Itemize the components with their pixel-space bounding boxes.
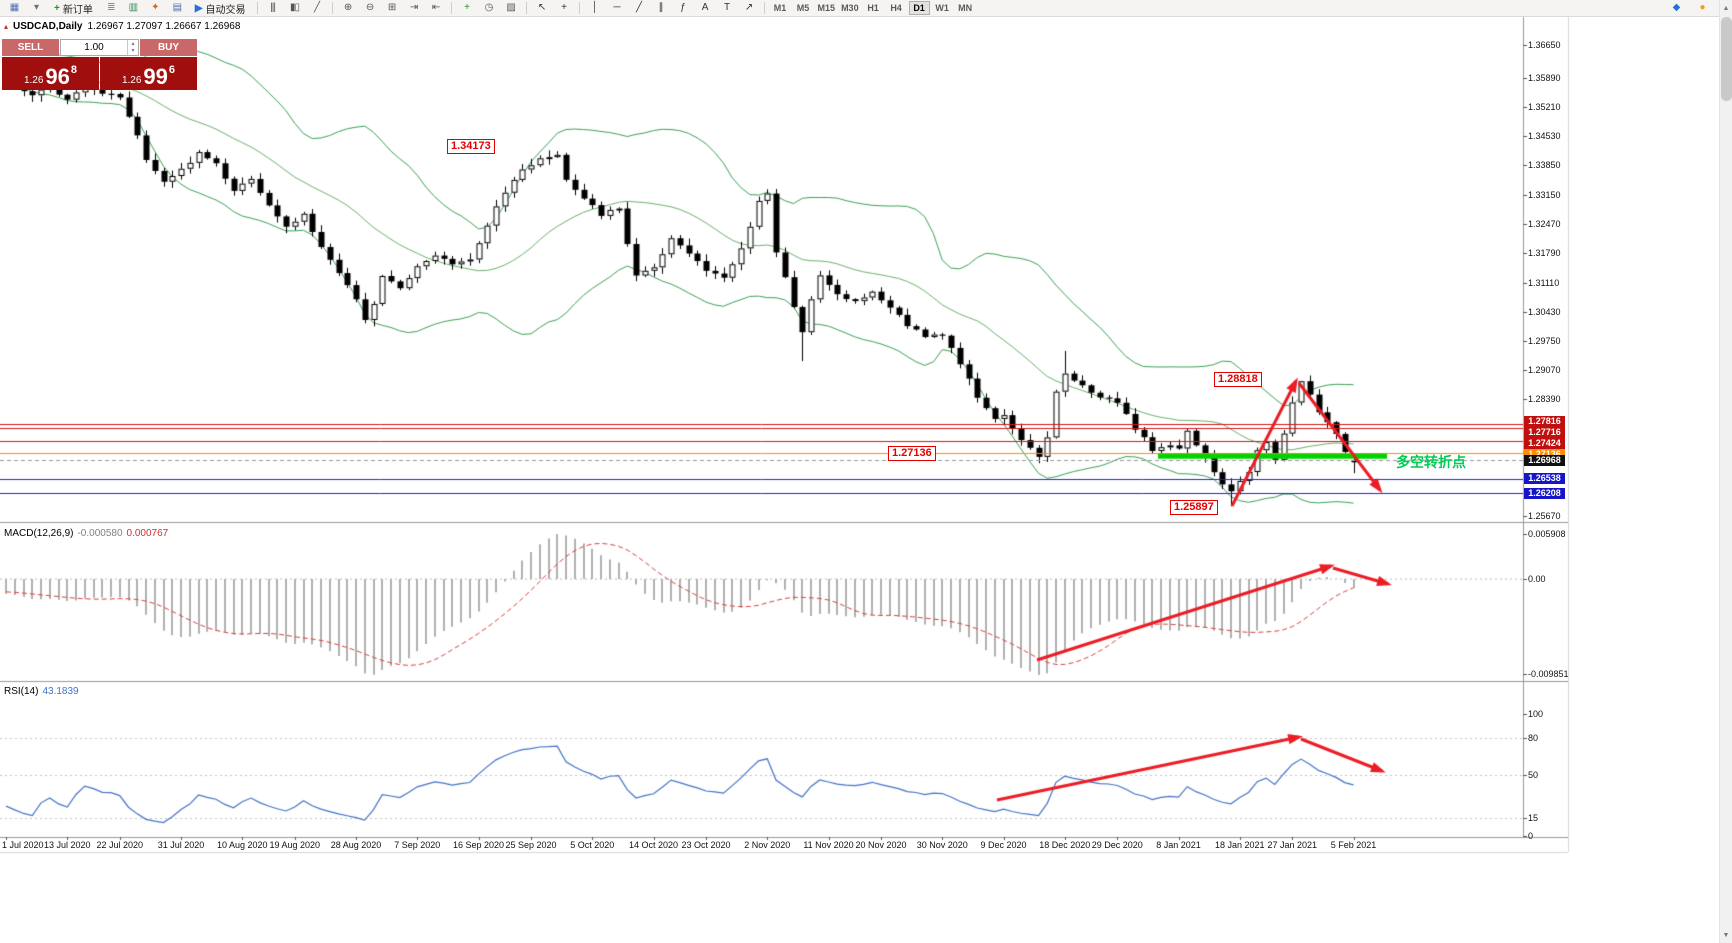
vertical-line-icon[interactable]: │	[591, 2, 598, 13]
chart-profiles-icon[interactable]: ▾	[33, 2, 39, 13]
volume-down-button[interactable]: ▾	[131, 48, 135, 55]
bar-chart-icon[interactable]: |||	[270, 2, 276, 13]
volume-field: 1.00 ▴ ▾	[60, 39, 139, 56]
sell-price-button[interactable]: 1.26 96 8	[2, 57, 99, 90]
one-click-header-row: SELL 1.00 ▴ ▾ BUY	[2, 39, 197, 56]
buy-price-big: 99	[143, 63, 168, 89]
price-annotation-tag[interactable]: 1.34173	[447, 139, 495, 154]
arrows-icon[interactable]: ↗	[744, 2, 753, 13]
toolbar-separator	[256, 2, 258, 14]
autotrading-icon: ▶	[194, 2, 203, 14]
indicators-icon[interactable]: +	[464, 2, 470, 13]
one-click-price-row: 1.26 96 8 1.26 99 6	[2, 57, 197, 90]
notifications-icon[interactable]: ●	[1699, 2, 1705, 13]
one-click-trading-panel: SELL 1.00 ▴ ▾ BUY 1.26 96 8 1.26 99 6	[2, 39, 197, 90]
periods-icon[interactable]: ◷	[484, 2, 494, 13]
autotrading-button[interactable]: ▶ 自动交易	[189, 1, 252, 16]
timeframe-m30-button[interactable]: M30	[841, 3, 859, 13]
new-order-button-label: 新订单	[62, 4, 93, 16]
timeframe-m1-button[interactable]: M1	[773, 3, 787, 13]
toolbar-separator	[525, 2, 527, 14]
rsi-value: 43.1839	[42, 686, 79, 697]
chart-shift-icon[interactable]: ⇤	[431, 2, 440, 13]
data-window-icon[interactable]: ▥	[128, 2, 138, 13]
price-annotation-tag[interactable]: 1.28818	[1214, 372, 1262, 387]
market-watch-icon[interactable]: ≣	[107, 2, 115, 13]
trendline-icon[interactable]: ╱	[636, 2, 642, 13]
templates-icon[interactable]: ▨	[506, 2, 515, 13]
new-order-icon: +	[54, 2, 60, 14]
chart-title: ▴ USDCAD,Daily 1.26967 1.27097 1.26667 1…	[4, 21, 240, 32]
turning-point-label[interactable]: 多空转折点	[1396, 454, 1466, 470]
price-annotation-tag[interactable]: 1.27136	[888, 446, 936, 461]
crosshair-icon[interactable]: +	[561, 2, 567, 13]
rsi-indicator-label: RSI(14) 43.1839	[4, 686, 79, 697]
toolbar-separator	[331, 2, 333, 14]
fibonacci-icon[interactable]: ƒ	[680, 2, 686, 13]
cursor-icon[interactable]: ↖	[537, 2, 546, 13]
timeframe-mn-button[interactable]: MN	[958, 3, 973, 13]
timeframe-h4-button[interactable]: H4	[890, 3, 902, 13]
macd-main-value: -0.000580	[77, 528, 123, 539]
macd-name: MACD(12,26,9)	[4, 528, 74, 539]
buy-price-button[interactable]: 1.26 99 6	[100, 57, 197, 90]
navigator-icon[interactable]: ✦	[151, 2, 159, 13]
chart-title-icon: ▴	[4, 22, 9, 31]
toolbar-separator	[763, 2, 765, 14]
community-icon[interactable]: ◆	[1672, 2, 1681, 13]
autotrading-button-label: 自动交易	[205, 4, 246, 16]
volume-spinner: ▴ ▾	[127, 40, 138, 55]
main-toolbar: ▦ ▾ + 新订单 ≣ ▥ ✦ ▤ ▶ 自动交易 ||| ▮▯ ╱ ⊕ ⊖ ⊞ ⇥ ⇤ + ◷ ▨ ↖ + │ ─ ╱ ∥ ƒ A T ↗ M…	[0, 0, 1732, 17]
channel-icon[interactable]: ∥	[658, 2, 664, 13]
tile-windows-icon[interactable]: ⊞	[387, 2, 396, 13]
chart-symbol-title: USDCAD,Daily	[13, 21, 83, 32]
chart-ohlc-values: 1.26967 1.27097 1.26667 1.26968	[87, 21, 241, 32]
line-chart-icon[interactable]: ╱	[314, 2, 320, 13]
sell-price-sup: 8	[70, 64, 78, 76]
scrollbar-thumb[interactable]	[1721, 17, 1732, 101]
volume-input[interactable]: 1.00	[84, 42, 104, 53]
buy-button[interactable]: BUY	[140, 39, 197, 56]
toolbar-right-group: ◆ ●	[1665, 1, 1713, 16]
price-annotation-tag[interactable]: 1.25897	[1170, 500, 1218, 515]
new-order-button[interactable]: + 新订单	[48, 1, 99, 16]
macd-signal-value: 0.000767	[126, 528, 169, 539]
zoom-in-icon[interactable]: ⊕	[343, 2, 352, 13]
new-chart-icon[interactable]: ▦	[9, 2, 19, 13]
sell-price-small: 1.26	[23, 75, 44, 86]
buy-price-sup: 6	[168, 64, 176, 76]
buy-price-small: 1.26	[121, 75, 142, 86]
macd-indicator-label: MACD(12,26,9) -0.000580 0.000767	[4, 528, 168, 539]
timeframe-m15-button[interactable]: M15	[817, 3, 836, 13]
timeframe-w1-button[interactable]: W1	[935, 3, 949, 13]
zoom-out-icon[interactable]: ⊖	[365, 2, 374, 13]
toolbar-separator	[578, 2, 580, 14]
text-icon[interactable]: A	[701, 2, 709, 13]
timeframe-m5-button[interactable]: M5	[796, 3, 810, 13]
scrollbar-up-button[interactable]: ▲	[1722, 4, 1730, 12]
candlestick-chart-icon[interactable]: ▮▯	[290, 2, 300, 13]
timeframe-h1-button[interactable]: H1	[867, 3, 879, 13]
page-scrollbar[interactable]: ▲ ▼	[1719, 0, 1732, 943]
timeframe-d1-button[interactable]: D1	[908, 1, 930, 15]
terminal-icon[interactable]: ▤	[172, 2, 182, 13]
auto-scroll-icon[interactable]: ⇥	[409, 2, 418, 13]
rsi-name: RSI(14)	[4, 686, 39, 697]
sell-button[interactable]: SELL	[2, 39, 59, 56]
text-label-icon[interactable]: T	[723, 2, 730, 13]
sell-price-big: 96	[45, 63, 70, 89]
scrollbar-down-button[interactable]: ▼	[1722, 931, 1730, 939]
horizontal-line-icon[interactable]: ─	[613, 2, 621, 13]
toolbar-separator	[450, 2, 452, 14]
volume-up-button[interactable]: ▴	[131, 40, 135, 47]
